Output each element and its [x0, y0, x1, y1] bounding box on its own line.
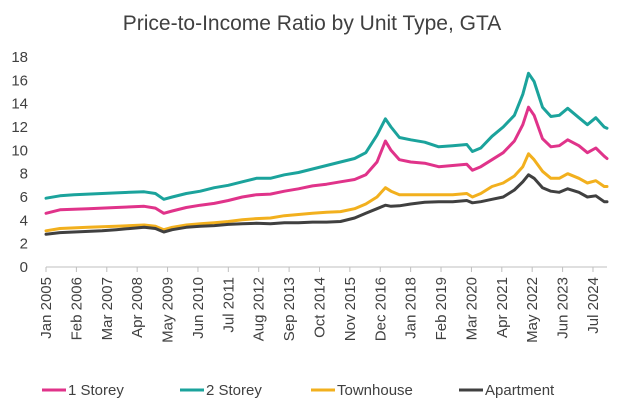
series-line-townhouse	[44, 152, 609, 233]
x-tick-label: Jul 2024	[585, 277, 602, 334]
y-tick-label: 6	[20, 189, 28, 206]
x-tick-label: Sep 2013	[281, 277, 298, 341]
x-tick-label: Nov 2015	[342, 277, 359, 341]
x-tick-label: Dec 2016	[372, 277, 389, 341]
legend-label: 1 Storey	[68, 382, 124, 399]
x-tick-label: Jul 2011	[220, 277, 237, 333]
y-tick-label: 4	[20, 212, 28, 229]
x-axis: Jan 2005 Feb 2006 Mar 2007 Apr 2008 May 2009…	[38, 266, 607, 343]
series-line-apartment	[44, 173, 609, 236]
x-tick-label: Jun 2010	[190, 277, 207, 339]
x-tick-label: Aug 2012	[251, 277, 268, 341]
x-tick-label: Oct 2014	[311, 277, 328, 338]
y-tick-label: 0	[20, 259, 28, 276]
x-tick-label: Mar 2007	[99, 277, 116, 340]
x-tick-label: Jan 2005	[38, 277, 55, 339]
x-tick-label: Mar 2020	[463, 277, 480, 340]
y-tick-label: 16	[11, 72, 28, 89]
legend: 1 Storey 2 Storey Townhouse Apartment	[42, 382, 555, 399]
x-tick-label: Apr 2008	[129, 277, 146, 338]
series-line-1-storey	[44, 105, 609, 215]
chart-title: Price-to-Income Ratio by Unit Type, GTA	[123, 12, 502, 35]
legend-label: 2 Storey	[206, 382, 262, 399]
x-tick-label: Jan 2018	[403, 277, 420, 339]
x-tick-label: Apr 2021	[494, 277, 511, 338]
legend-label: Townhouse	[337, 382, 413, 399]
legend-label: Apartment	[485, 382, 555, 399]
y-tick-label: 18	[11, 49, 28, 66]
y-tick-label: 8	[20, 166, 28, 183]
series-lines	[44, 71, 609, 236]
y-tick-label: 12	[11, 119, 28, 136]
series-line-2-storey	[44, 71, 609, 201]
y-tick-label: 10	[11, 142, 28, 159]
x-tick-label: Feb 2019	[433, 277, 450, 340]
y-tick-label: 14	[11, 96, 28, 113]
x-tick-label: Jun 2023	[555, 277, 572, 339]
x-tick-label: May 2009	[160, 277, 177, 343]
x-tick-label: Feb 2006	[68, 277, 85, 340]
y-axis-ticks: 0 2 4 6 8 10 12 14 16 18	[11, 49, 28, 276]
x-tick-label: May 2022	[524, 277, 541, 343]
y-tick-label: 2	[20, 236, 28, 253]
